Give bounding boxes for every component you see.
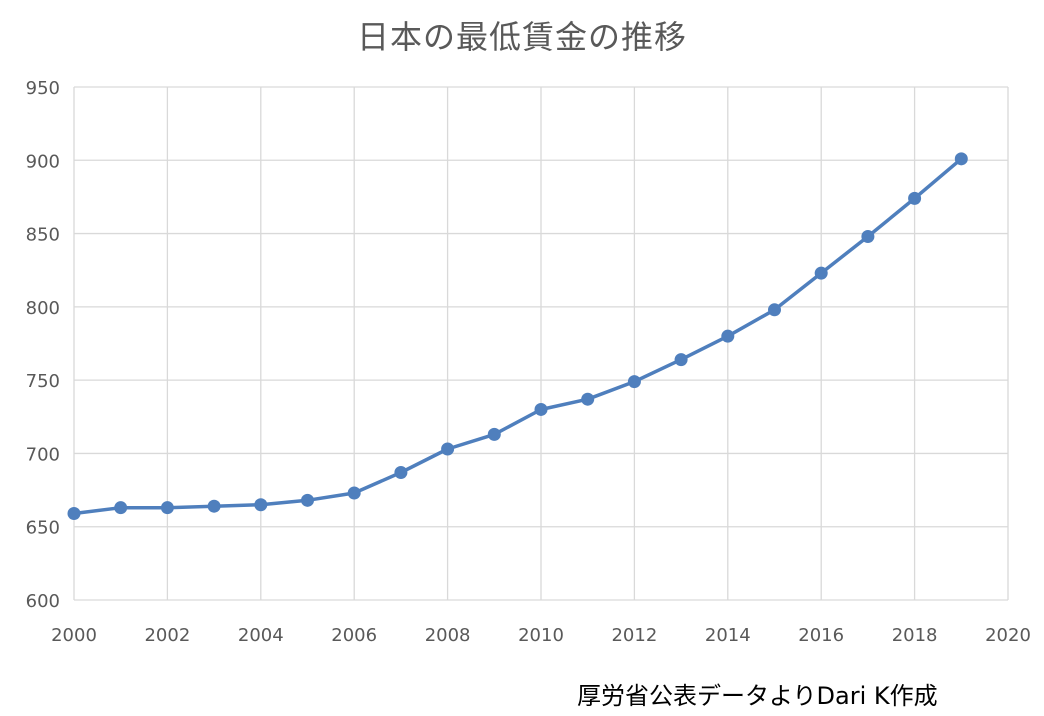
data-point: [114, 501, 128, 515]
y-axis-tick-labels: 600 650 700 750 800 850 900 950: [26, 78, 60, 612]
data-point: [581, 392, 595, 406]
y-tick-label: 650: [26, 518, 60, 539]
data-point: [861, 230, 875, 244]
y-tick-label: 850: [26, 225, 60, 246]
series-line: [73, 157, 963, 516]
data-point: [487, 427, 501, 441]
data-point: [301, 493, 314, 507]
x-tick-label: 2008: [425, 625, 471, 646]
data-point: [254, 498, 268, 512]
data-point: [347, 486, 361, 500]
data-point: [954, 152, 968, 166]
x-tick-label: 2010: [518, 625, 564, 646]
x-tick-label: 2006: [331, 625, 377, 646]
series-path: [73, 157, 963, 516]
x-tick-label: 2014: [705, 625, 751, 646]
data-point: [67, 507, 81, 521]
y-tick-label: 600: [26, 591, 60, 612]
chart-title: 日本の最低賃金の推移: [356, 18, 687, 56]
data-point: [908, 191, 922, 205]
y-tick-label: 800: [26, 298, 60, 319]
x-tick-label: 2020: [985, 625, 1031, 646]
data-point: [768, 303, 781, 317]
y-tick-label: 900: [26, 151, 60, 172]
x-tick-label: 2016: [798, 625, 844, 646]
y-tick-label: 950: [26, 78, 60, 99]
data-point: [441, 442, 455, 456]
data-point: [627, 375, 641, 389]
x-tick-label: 2002: [144, 625, 190, 646]
data-point: [814, 266, 828, 280]
x-tick-label: 2012: [611, 625, 657, 646]
data-point: [534, 402, 548, 416]
grid-lines: [73, 86, 1009, 601]
data-point: [721, 329, 735, 343]
data-point: [207, 499, 221, 513]
data-point: [394, 465, 408, 479]
x-axis-tick-labels: 2000 2002 2004 2006 2008 2010 2012 2014 2016 2018…: [51, 625, 1031, 646]
data-point: [160, 501, 174, 515]
y-tick-label: 750: [26, 371, 60, 392]
x-tick-label: 2000: [51, 625, 97, 646]
source-note: 厚労省公表データよりDari K作成: [577, 682, 938, 710]
y-tick-label: 700: [26, 444, 60, 465]
data-point: [674, 353, 688, 367]
x-tick-label: 2018: [892, 625, 938, 646]
data-points: [67, 152, 968, 521]
x-tick-label: 2004: [238, 625, 284, 646]
